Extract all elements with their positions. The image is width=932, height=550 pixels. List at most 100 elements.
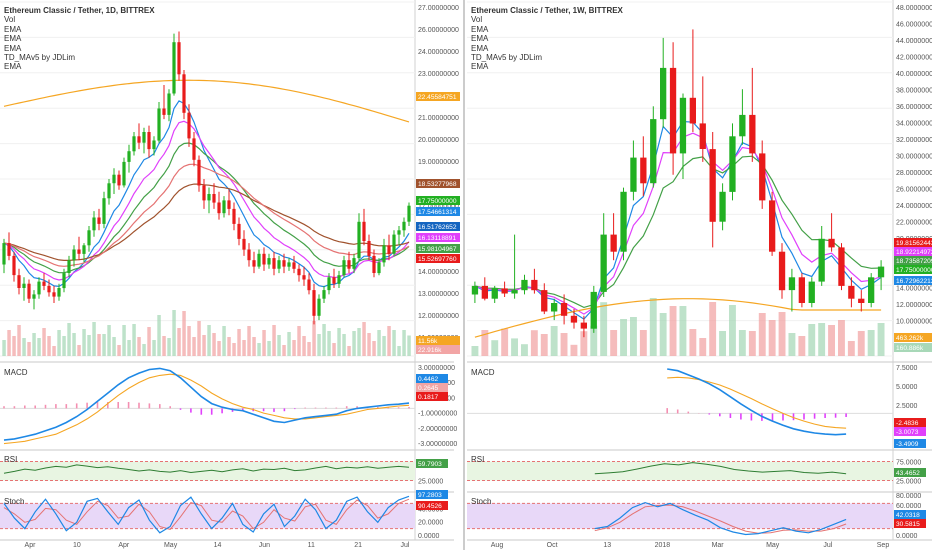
left-time-label: 10 bbox=[73, 542, 81, 549]
left-candle-body bbox=[82, 245, 86, 254]
left-candle-body bbox=[402, 221, 406, 231]
right-stoch-badge: 30.5815 bbox=[896, 521, 920, 528]
left-candle-body bbox=[297, 268, 301, 276]
right-candle-body bbox=[689, 97, 696, 124]
left-volume-bar bbox=[387, 326, 391, 356]
left-stoch-badge-bg bbox=[416, 490, 448, 499]
right-time-label: 2018 bbox=[655, 542, 671, 549]
left-legend-vol: Vol bbox=[4, 15, 16, 25]
left-candle-body bbox=[42, 281, 46, 286]
right-legend-vol: Vol bbox=[471, 15, 483, 25]
left-candle-body bbox=[262, 253, 266, 265]
left-volume-bar bbox=[287, 332, 291, 356]
left-volume-bar bbox=[362, 322, 366, 356]
left-candle-body bbox=[2, 243, 6, 265]
right-candle-body bbox=[858, 298, 865, 303]
right-candle-body bbox=[521, 279, 528, 291]
right-time-label: 13 bbox=[603, 542, 611, 549]
right-price-badge: 463.262k bbox=[896, 335, 924, 342]
left-candle-body bbox=[177, 42, 181, 75]
left-price-badge: 17.75000000 bbox=[418, 198, 457, 205]
right-price-tick: 38.00000000 bbox=[896, 88, 932, 95]
right-macd-signal-line bbox=[667, 376, 847, 429]
right-rsi-label: RSI bbox=[471, 455, 485, 464]
right-price-tick: 34.00000000 bbox=[896, 121, 932, 128]
right-time-label: May bbox=[766, 542, 780, 549]
left-ema-line-5 bbox=[3, 163, 410, 267]
left-candle-body bbox=[267, 258, 271, 265]
left-volume-bar bbox=[122, 325, 126, 356]
left-price-tick: 21.00000000 bbox=[418, 115, 459, 122]
left-candle-body bbox=[247, 249, 251, 261]
right-volume-bar bbox=[560, 333, 568, 356]
left-volume-bar bbox=[317, 334, 321, 356]
left-volume-bar bbox=[307, 342, 311, 356]
left-price-badge: 16.13118891 bbox=[418, 235, 456, 242]
left-candle-body bbox=[362, 221, 366, 241]
left-volume-bar bbox=[367, 333, 371, 356]
left-candle-body bbox=[137, 136, 141, 143]
left-candle-body bbox=[242, 238, 246, 250]
right-price-tick: 32.00000000 bbox=[896, 137, 932, 144]
left-candle-body bbox=[222, 200, 226, 214]
left-chart-title: Ethereum Classic / Tether, 1D, BITTREX bbox=[4, 6, 155, 15]
left-candle-body bbox=[12, 255, 16, 276]
left-price-badge-bg bbox=[416, 207, 460, 216]
left-volume-bar bbox=[22, 338, 26, 356]
right-rsi-band bbox=[467, 461, 893, 481]
right-stoch-badge-bg bbox=[894, 510, 926, 519]
right-price-tick: 44.00000000 bbox=[896, 38, 932, 45]
right-stoch-d-line bbox=[594, 504, 847, 534]
left-candle-body bbox=[132, 136, 136, 152]
left-price-badge-bg bbox=[416, 244, 460, 253]
left-volume-bar bbox=[77, 345, 81, 356]
left-price-badge: 18.53277968 bbox=[418, 181, 457, 188]
left-candle-body bbox=[327, 277, 331, 291]
right-price-tick: 46.00000000 bbox=[896, 22, 932, 29]
right-time-label: Sep bbox=[877, 542, 890, 549]
left-time-label: 21 bbox=[354, 542, 362, 549]
right-ema-slow-line bbox=[474, 298, 882, 338]
left-price-badge: 17.54661314 bbox=[418, 209, 457, 216]
left-rsi-badge-bg bbox=[416, 459, 448, 468]
right-price-tick: 36.00000000 bbox=[896, 104, 932, 111]
left-rsi-line bbox=[3, 464, 410, 474]
left-stoch-badge-bg bbox=[416, 501, 448, 510]
right-candle-body bbox=[769, 200, 776, 252]
left-rsi-tick: 25.0000 bbox=[418, 479, 443, 486]
left-candle-body bbox=[227, 200, 231, 209]
left-volume-bar bbox=[242, 340, 246, 356]
right-price-tick: 12.00000000 bbox=[896, 302, 932, 309]
right-volume-bar bbox=[530, 330, 538, 356]
right-macd-badge: -2.4836 bbox=[896, 420, 919, 427]
right-price-badge-bg bbox=[894, 238, 932, 247]
left-legend: Ethereum Classic / Tether, 1D, BITTREX V… bbox=[4, 6, 155, 72]
right-price-badge: 160.886k bbox=[896, 345, 924, 352]
right-volume-bar bbox=[511, 338, 518, 356]
right-volume-bar bbox=[590, 325, 598, 356]
left-volume-bar bbox=[327, 331, 331, 356]
left-candle-body bbox=[32, 294, 36, 299]
left-candle-body bbox=[17, 275, 21, 288]
right-price-tick: 26.00000000 bbox=[896, 187, 932, 194]
left-time-label: 11 bbox=[308, 542, 315, 549]
right-legend: Ethereum Classic / Tether, 1W, BITTREX V… bbox=[471, 6, 623, 72]
left-price-tick: 27.00000000 bbox=[418, 5, 459, 12]
left-volume-bar bbox=[302, 336, 306, 356]
left-candle-body bbox=[187, 112, 191, 139]
right-volume-bar bbox=[570, 344, 578, 356]
left-candle-body bbox=[372, 255, 376, 273]
right-macd-badge-bg bbox=[894, 439, 926, 448]
left-volume-bar bbox=[197, 321, 201, 356]
left-candle-body bbox=[282, 260, 286, 267]
left-candle-body bbox=[127, 151, 131, 162]
left-candle-body bbox=[192, 138, 196, 160]
right-candle-body bbox=[669, 67, 677, 154]
left-stoch-tick: 20.0000 bbox=[418, 520, 443, 527]
left-candle-body bbox=[67, 260, 71, 273]
left-price-badge: 15.98104967 bbox=[418, 246, 457, 253]
left-macd-tick: 3.00000000 bbox=[418, 365, 455, 372]
right-candle-body bbox=[600, 234, 607, 292]
left-candle-body bbox=[237, 223, 241, 239]
